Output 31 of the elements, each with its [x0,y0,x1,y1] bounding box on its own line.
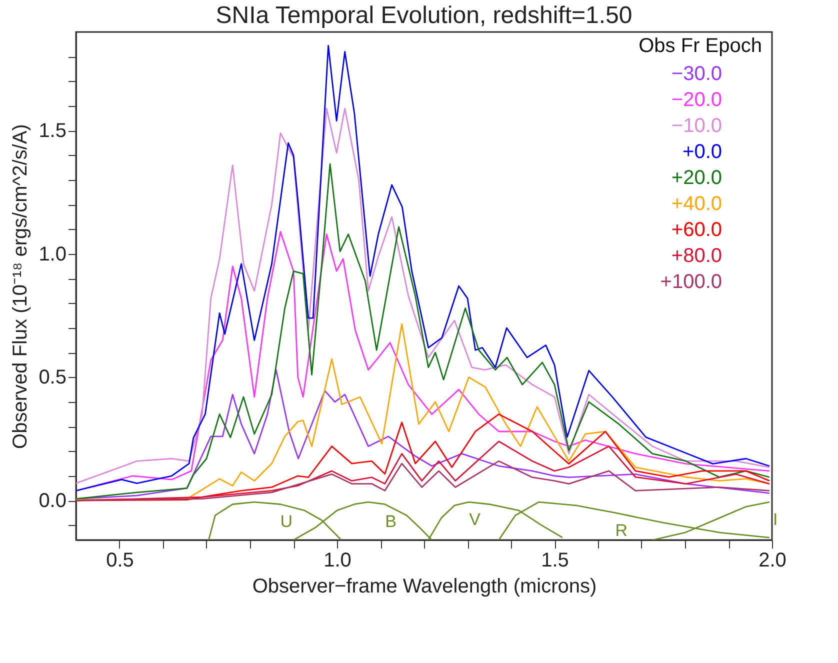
annotation: U [280,512,293,532]
text: −20.0 [671,89,722,111]
text: +100.0 [660,271,722,293]
y-axis-title: Observed Flux (10⁻¹⁸ ergs/cm^2/s/A) [10,124,32,449]
line-series [76,163,770,500]
line-series [76,108,770,484]
x-axis-title: Observer−frame Wavelength (microns) [252,576,597,598]
x-tick-label: 1.0 [324,550,352,572]
chart-title: SNIa Temporal Evolution, redshift=1.50 [216,2,632,29]
y-tick-label: 0.0 [38,490,66,512]
line-series [76,460,770,502]
y-tick-label: 1.5 [38,120,66,142]
text: +40.0 [671,193,722,215]
y-tick-label: 0.5 [38,366,66,389]
legend-title: Obs Fr Epoch [638,35,762,57]
text: −10.0 [671,115,722,137]
annotation: R [615,520,628,540]
annotation: B [385,512,397,532]
x-tick-label: 0.5 [106,550,134,572]
x-tick-label: 1.5 [541,550,569,572]
x-tick-label: 2.0 [758,550,786,572]
text: +20.0 [671,167,722,189]
annotation: V [469,510,482,530]
text: +0.0 [682,141,722,163]
line-series [76,440,770,502]
text: +60.0 [671,219,722,241]
text: −30.0 [671,63,722,85]
annotation: I [773,510,778,530]
text: +80.0 [671,245,722,267]
line-series [76,323,770,501]
y-tick-label: 1.0 [38,243,66,266]
